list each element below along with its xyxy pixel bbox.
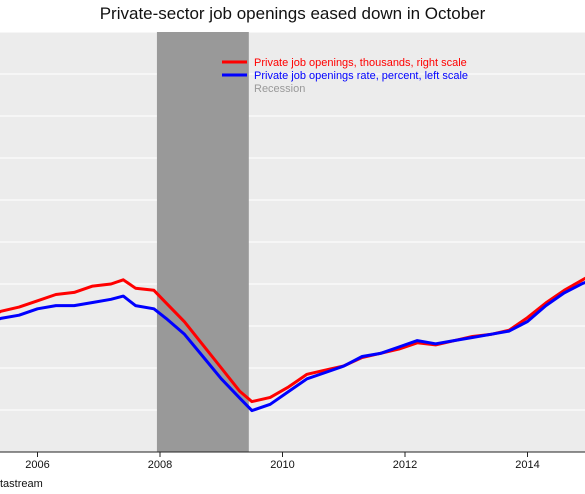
x-tick-label: 2012 — [393, 459, 417, 471]
series-line-1 — [0, 280, 585, 413]
x-tick-label: 2006 — [25, 459, 49, 471]
chart-title: Private-sector job openings eased down i… — [99, 4, 486, 23]
legend: Private job openings, thousands, right s… — [222, 57, 468, 95]
source-note: tastream — [0, 478, 43, 490]
grid-lines — [0, 31, 585, 453]
x-tick-labels: 200420062008201020122014201620182020202 — [25, 452, 540, 471]
x-tick-label: 2008 — [148, 459, 172, 471]
legend-label-recession: Recession — [254, 83, 305, 95]
x-tick-label: 2010 — [270, 459, 294, 471]
x-tick-label: 2014 — [515, 459, 539, 471]
legend-label-openings: Private job openings, thousands, right s… — [254, 57, 467, 69]
recession-band — [156, 32, 249, 452]
legend-label-rate: Private job openings rate, percent, left… — [254, 70, 468, 82]
series-lines — [0, 276, 585, 413]
legend-swatch-recession — [222, 83, 247, 92]
